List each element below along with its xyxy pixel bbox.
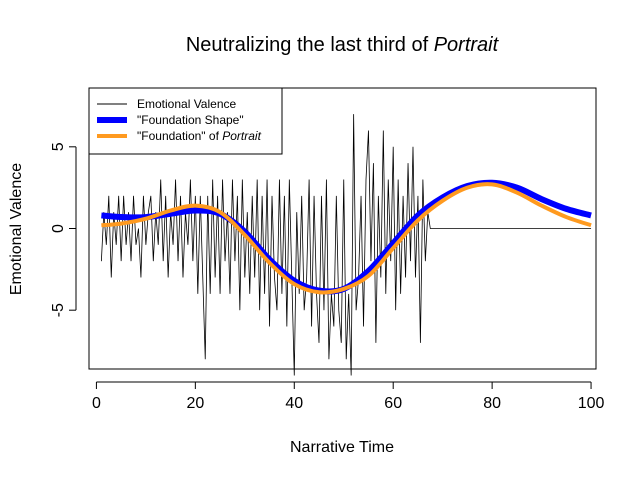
x-tick-label: 100 bbox=[578, 395, 605, 412]
legend-label-foundation-shape: "Foundation Shape" bbox=[137, 113, 244, 127]
plot-area bbox=[100, 114, 592, 376]
chart-title-emphasis: Portrait bbox=[434, 34, 500, 56]
x-tick-label: 20 bbox=[186, 395, 204, 412]
series-foundation-portrait bbox=[101, 182, 592, 295]
x-tick-label: 40 bbox=[285, 395, 303, 412]
legend-label-foundation-portrait: "Foundation" of Portrait bbox=[137, 129, 262, 143]
chart-title-text: Neutralizing the last third of bbox=[186, 34, 434, 56]
y-tick-label: 5 bbox=[50, 142, 67, 151]
y-axis-label: Emotional Valence bbox=[8, 163, 25, 295]
legend-item-emotional-valence: Emotional Valence bbox=[97, 97, 236, 111]
legend: Emotional Valence "Foundation Shape" "Fo… bbox=[88, 87, 283, 155]
legend-item-foundation-portrait: "Foundation" of Portrait bbox=[97, 129, 262, 143]
x-tick-label: 80 bbox=[483, 395, 501, 412]
x-axis-label: Narrative Time bbox=[290, 439, 394, 456]
y-axis: -5 0 5 bbox=[50, 142, 77, 317]
plot-frame bbox=[88, 87, 597, 370]
x-tick-label: 0 bbox=[92, 395, 101, 412]
x-tick-label: 60 bbox=[384, 395, 402, 412]
y-tick-label: 0 bbox=[50, 224, 67, 233]
legend-label-emotional-valence: Emotional Valence bbox=[137, 97, 236, 111]
legend-item-foundation-shape: "Foundation Shape" bbox=[97, 113, 244, 127]
x-axis: 0 20 40 60 80 100 bbox=[92, 381, 605, 412]
y-tick-label: -5 bbox=[50, 303, 67, 317]
chart-title: Neutralizing the last third of Portrait bbox=[186, 34, 500, 56]
